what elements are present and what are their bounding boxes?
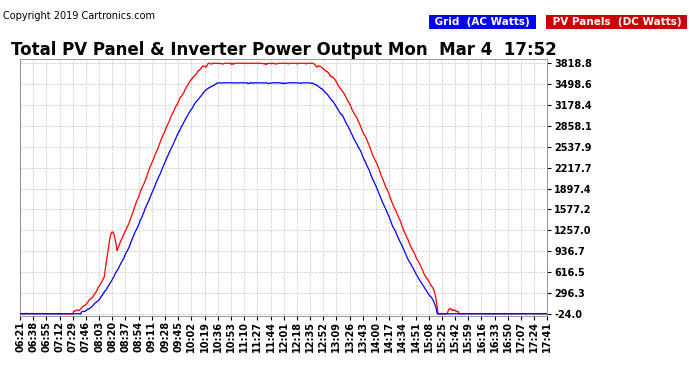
Text: Copyright 2019 Cartronics.com: Copyright 2019 Cartronics.com	[3, 11, 155, 21]
Title: Total PV Panel & Inverter Power Output Mon  Mar 4  17:52: Total PV Panel & Inverter Power Output M…	[11, 41, 557, 59]
Text: Grid  (AC Watts): Grid (AC Watts)	[431, 17, 533, 27]
Text: PV Panels  (DC Watts): PV Panels (DC Watts)	[549, 17, 684, 27]
